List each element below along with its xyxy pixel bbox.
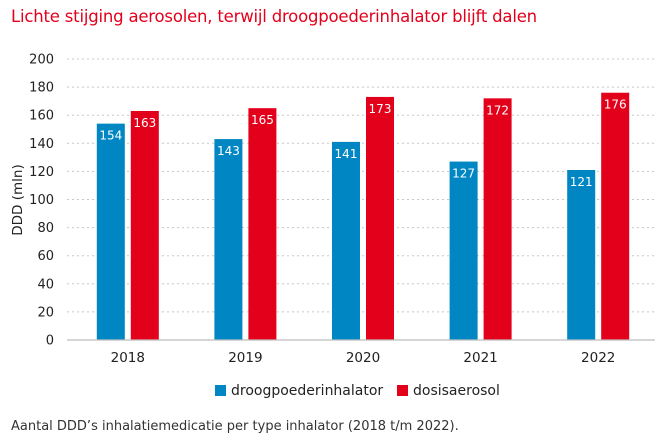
y-axis-ticks: 0 20 40 60 80 100 120 140 160 180 200 bbox=[29, 53, 54, 349]
bar-dosisaerosol bbox=[366, 96, 394, 340]
data-label: 141 bbox=[335, 147, 358, 161]
y-tick-label: 0 bbox=[46, 334, 54, 349]
legend-label: dosisaerosol bbox=[413, 383, 500, 399]
data-label: 165 bbox=[251, 113, 274, 127]
y-tick-label: 40 bbox=[37, 277, 54, 292]
y-tick-label: 20 bbox=[37, 305, 54, 320]
bar-droogpoederinhalator bbox=[214, 139, 243, 340]
legend-swatch-droogpoederinhalator bbox=[215, 385, 226, 396]
y-tick-label: 200 bbox=[29, 53, 54, 68]
bar-dosisaerosol bbox=[483, 98, 512, 340]
legend: droogpoederinhalator dosisaerosol bbox=[215, 383, 500, 399]
x-tick-label: 2022 bbox=[581, 350, 615, 366]
chart-title: Lichte stijging aerosolen, terwijl droog… bbox=[11, 7, 537, 26]
legend-label: droogpoederinhalator bbox=[231, 383, 383, 399]
x-tick-label: 2020 bbox=[346, 350, 380, 366]
data-label: 143 bbox=[217, 144, 240, 158]
y-tick-label: 60 bbox=[37, 249, 54, 264]
bar-droogpoederinhalator bbox=[96, 123, 125, 340]
y-tick-label: 140 bbox=[29, 137, 54, 152]
y-axis-label: DDD (mln) bbox=[10, 164, 26, 235]
data-label: 172 bbox=[486, 103, 509, 117]
figure-caption: Aantal DDD’s inhalatiemedicatie per type… bbox=[11, 419, 459, 434]
y-tick-label: 100 bbox=[29, 193, 54, 208]
x-tick-label: 2019 bbox=[228, 350, 262, 366]
legend-swatch-dosisaerosol bbox=[397, 385, 408, 396]
data-label: 176 bbox=[604, 98, 627, 112]
y-tick-label: 80 bbox=[37, 221, 54, 236]
bar-dosisaerosol bbox=[248, 108, 277, 340]
data-label: 154 bbox=[99, 129, 122, 143]
data-label: 127 bbox=[452, 167, 475, 181]
bar-droogpoederinhalator bbox=[567, 169, 596, 340]
y-tick-label: 120 bbox=[29, 165, 54, 180]
data-label: 173 bbox=[369, 102, 392, 116]
bars: 154 163 143 165 141 173 127 172 121 176 bbox=[96, 92, 630, 340]
bar-dosisaerosol bbox=[601, 92, 630, 340]
bar-droogpoederinhalator bbox=[332, 141, 360, 340]
x-axis-ticks: 2018 2019 2020 2021 2022 bbox=[111, 350, 616, 366]
gridlines bbox=[67, 58, 655, 313]
data-label: 163 bbox=[133, 116, 156, 130]
x-tick-label: 2018 bbox=[111, 350, 145, 366]
x-tick-label: 2021 bbox=[463, 350, 497, 366]
bar-dosisaerosol bbox=[130, 110, 159, 340]
bar-droogpoederinhalator bbox=[449, 161, 478, 340]
data-label: 121 bbox=[570, 175, 593, 189]
y-tick-label: 180 bbox=[29, 81, 54, 96]
y-tick-label: 160 bbox=[29, 109, 54, 124]
